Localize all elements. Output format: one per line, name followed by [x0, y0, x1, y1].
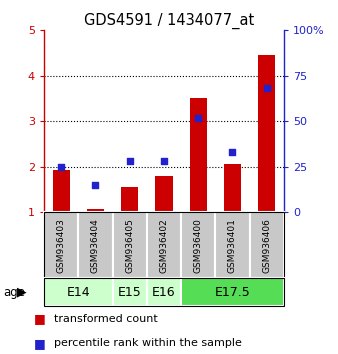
- Bar: [147, 278, 181, 306]
- Bar: [147, 212, 181, 278]
- Bar: [250, 212, 284, 278]
- Bar: [190, 98, 207, 212]
- Bar: [44, 212, 78, 278]
- Text: GSM936402: GSM936402: [160, 218, 168, 273]
- Point: [195, 115, 201, 120]
- Point: [161, 159, 167, 164]
- Text: ■: ■: [34, 337, 46, 350]
- Bar: [121, 187, 138, 212]
- Text: E15: E15: [118, 286, 142, 298]
- Text: GSM936401: GSM936401: [228, 218, 237, 273]
- Text: E16: E16: [152, 286, 176, 298]
- Text: E17.5: E17.5: [215, 286, 250, 298]
- Text: GSM936403: GSM936403: [56, 218, 66, 273]
- Text: E14: E14: [66, 286, 90, 298]
- Text: GDS4591 / 1434077_at: GDS4591 / 1434077_at: [84, 12, 254, 29]
- Point: [58, 164, 64, 170]
- Text: GSM936400: GSM936400: [194, 218, 203, 273]
- Text: ■: ■: [34, 312, 46, 325]
- Bar: [181, 212, 215, 278]
- Point: [127, 159, 132, 164]
- Text: age: age: [3, 286, 25, 298]
- Bar: [87, 209, 104, 212]
- Point: [93, 182, 98, 188]
- Text: ▶: ▶: [17, 286, 27, 298]
- Text: GSM936405: GSM936405: [125, 218, 134, 273]
- Bar: [258, 55, 275, 212]
- Bar: [181, 278, 284, 306]
- Bar: [78, 212, 113, 278]
- Bar: [113, 212, 147, 278]
- Text: percentile rank within the sample: percentile rank within the sample: [54, 338, 242, 348]
- Bar: [113, 278, 147, 306]
- Bar: [44, 278, 113, 306]
- Bar: [224, 164, 241, 212]
- Text: transformed count: transformed count: [54, 314, 158, 324]
- Bar: [215, 212, 250, 278]
- Bar: [52, 171, 70, 212]
- Point: [230, 149, 235, 155]
- Text: GSM936406: GSM936406: [262, 218, 271, 273]
- Bar: [155, 176, 172, 212]
- Point: [264, 86, 269, 91]
- Text: GSM936404: GSM936404: [91, 218, 100, 273]
